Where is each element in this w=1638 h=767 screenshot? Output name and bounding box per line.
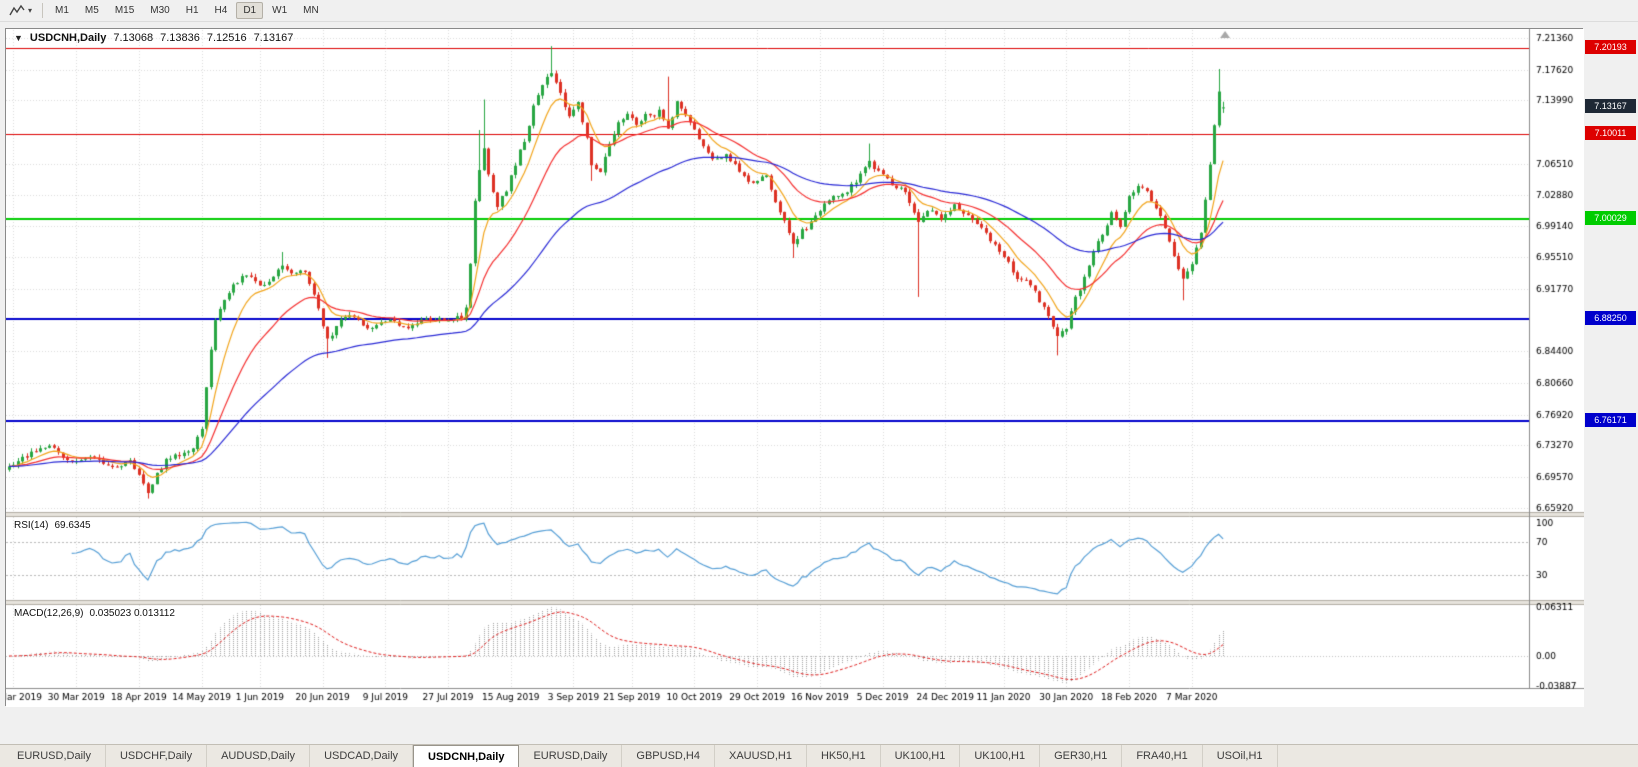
collapse-chart-icon[interactable]: ▼ xyxy=(14,33,23,43)
ohlc-high: 7.13836 xyxy=(160,32,200,44)
hline-price-tag: 6.76171 xyxy=(1585,412,1636,427)
ohlc-low: 7.12516 xyxy=(206,32,247,44)
chart-tab-usdcnh-daily[interactable]: USDCNH,Daily xyxy=(413,745,520,767)
symbol-title: USDCNH,Daily xyxy=(29,32,107,44)
chart-tab-xauusd-h1[interactable]: XAUUSD,H1 xyxy=(715,745,807,767)
timeframe-button-d1[interactable]: D1 xyxy=(236,2,264,19)
chart-window[interactable]: ▼ USDCNH,Daily 7.13068 7.13836 7.12516 7… xyxy=(5,28,1584,707)
toolbar-separator xyxy=(42,3,44,18)
chart-tab-fra40-h1[interactable]: FRA40,H1 xyxy=(1122,745,1203,767)
chart-tab-usoil-h1[interactable]: USOil,H1 xyxy=(1203,745,1278,767)
hline-price-tag: 6.88250 xyxy=(1585,310,1636,325)
rsi-indicator-label: RSI(14) 69.6345 xyxy=(14,520,91,531)
timeframe-button-m30[interactable]: M30 xyxy=(150,5,170,16)
chart-tabs-bar: EURUSD,Daily USDCHF,Daily AUDUSD,Daily USDC… xyxy=(0,744,1638,767)
timeframe-button-m15[interactable]: M15 xyxy=(114,5,135,16)
chevron-down-icon: ▾ xyxy=(28,6,33,15)
chart-type-icon[interactable]: ▾ xyxy=(4,4,37,17)
zigzag-chart-icon xyxy=(9,4,25,16)
rsi-value: 69.6345 xyxy=(54,520,91,531)
chart-tab-ger30-h1[interactable]: GER30,H1 xyxy=(1040,745,1123,767)
current-price-tag: 7.13167 xyxy=(1585,99,1636,114)
timeframe-button-mn[interactable]: MN xyxy=(303,5,319,16)
chart-tab-uk100-h1[interactable]: UK100,H1 xyxy=(960,745,1041,767)
chart-header: ▼ USDCNH,Daily 7.13068 7.13836 7.12516 7… xyxy=(14,32,293,44)
timeframe-toolbar: ▾ M1 M5 M15 M30 H1 H4 D1 W1 MN xyxy=(0,0,1638,22)
chart-tab-gbpusd-h4[interactable]: GBPUSD,H4 xyxy=(622,745,715,767)
timeframe-button-h1[interactable]: H1 xyxy=(185,5,199,16)
price-chart-canvas[interactable] xyxy=(6,29,1584,707)
chart-tab-usdchf-daily[interactable]: USDCHF,Daily xyxy=(106,745,208,767)
hline-price-tag: 7.10011 xyxy=(1585,126,1636,141)
macd-values: 0.035023 0.013112 xyxy=(89,608,175,619)
chart-tab-hk50-h1[interactable]: HK50,H1 xyxy=(807,745,881,767)
timeframe-button-m5[interactable]: M5 xyxy=(84,5,99,16)
hline-price-tag: 7.20193 xyxy=(1585,39,1636,54)
timeframe-button-h4[interactable]: H4 xyxy=(214,5,228,16)
chart-tab-eurusd-daily[interactable]: EURUSD,Daily xyxy=(519,745,623,767)
timeframe-button-w1[interactable]: W1 xyxy=(272,5,288,16)
macd-name: MACD(12,26,9) xyxy=(14,608,84,619)
chart-tab-eurusd-daily[interactable]: EURUSD,Daily xyxy=(3,745,106,767)
ohlc-close: 7.13167 xyxy=(253,32,294,44)
chart-tab-audusd-daily[interactable]: AUDUSD,Daily xyxy=(207,745,311,767)
chart-tab-usdcad-daily[interactable]: USDCAD,Daily xyxy=(310,745,414,767)
hline-price-tag: 7.00029 xyxy=(1585,210,1636,225)
rsi-name: RSI(14) xyxy=(14,520,49,531)
ohlc-open: 7.13068 xyxy=(113,32,154,44)
chart-tab-uk100-h1[interactable]: UK100,H1 xyxy=(881,745,961,767)
macd-indicator-label: MACD(12,26,9) 0.035023 0.013112 xyxy=(14,608,175,619)
timeframe-buttons: M1 M5 M15 M30 H1 H4 D1 W1 MN xyxy=(48,2,326,19)
timeframe-button-m1[interactable]: M1 xyxy=(55,5,69,16)
